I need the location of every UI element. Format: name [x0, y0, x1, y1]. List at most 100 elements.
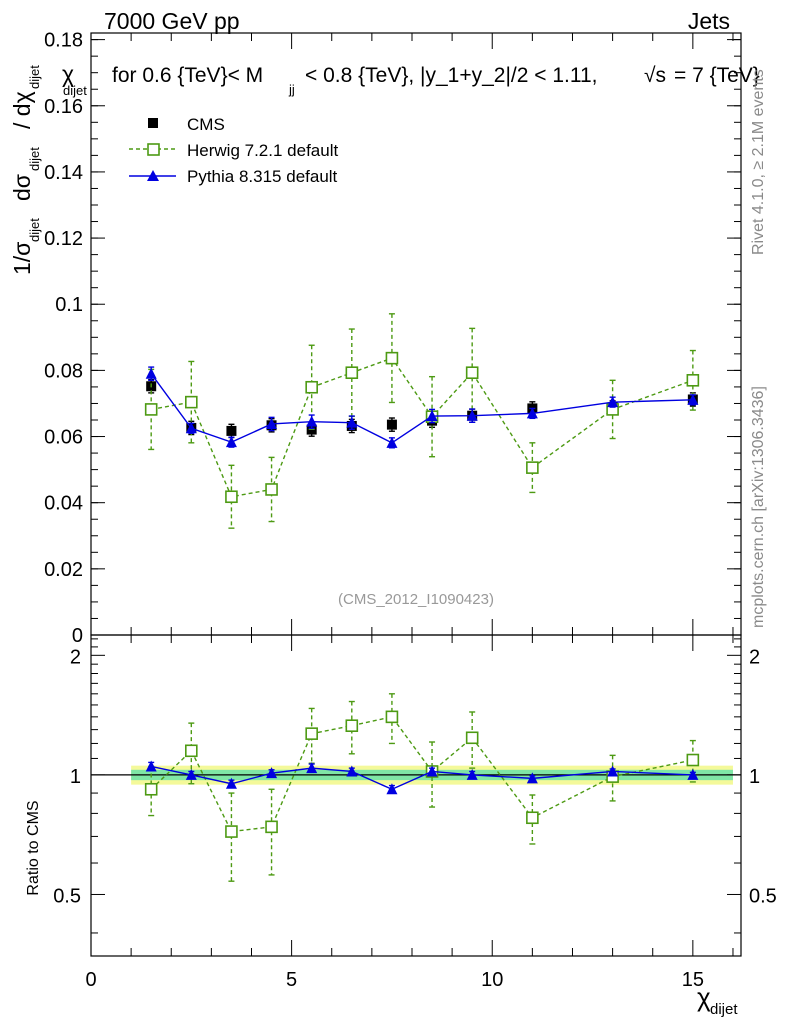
- main-pythia-point: [306, 415, 318, 427]
- energy-label: 7000 GeV pp: [104, 8, 240, 34]
- ratio-ytick-label-right: 1: [749, 766, 760, 788]
- legend-herwig-label: Herwig 7.2.1 default: [187, 141, 338, 160]
- ylabel-sub2: dijet: [27, 147, 42, 171]
- ylabel-sub3: dijet: [27, 65, 42, 89]
- main-pythia-point: [346, 416, 358, 428]
- ratio-pythia-point: [225, 777, 237, 789]
- ratio-pythia-point: [607, 765, 619, 777]
- ratio-pythia-point: [687, 768, 699, 780]
- plot-title: χ dijet for 0.6 {TeV}< M jj < 0.8 {TeV},…: [62, 61, 760, 98]
- main-herwig-point: [225, 490, 238, 504]
- main-ytick-label: 0.04: [44, 493, 83, 515]
- ratio-herwig-point: [686, 753, 700, 767]
- legend-cms-marker: [148, 118, 158, 128]
- legend: CMS Herwig 7.2.1 default Pythia 8.315 de…: [129, 115, 338, 186]
- ratio-panel: 0 5 10 15 0.5 0.5 1 1 2 2: [53, 634, 777, 991]
- ylabel-part1: 1/σ: [9, 242, 35, 275]
- main-pythia-point: [426, 410, 438, 422]
- xtick-label: 5: [286, 969, 297, 991]
- ratio-herwig-line: [150, 716, 693, 833]
- main-pythia-point: [225, 436, 237, 448]
- ratio-ytick-label-right: 2: [749, 646, 760, 668]
- ratio-pythia-point: [185, 768, 197, 780]
- legend-cms-label: CMS: [187, 115, 225, 134]
- main-pythia-point: [607, 396, 619, 408]
- xtick-label: 10: [481, 969, 503, 991]
- ratio-herwig-point: [225, 825, 238, 838]
- main-herwig-point: [305, 380, 318, 394]
- main-ytick-label: 0: [72, 625, 83, 647]
- ratio-herwig-point: [465, 731, 479, 745]
- xtick-label: 15: [682, 969, 704, 991]
- ratio-pythia-point: [346, 765, 358, 777]
- main-herwig-point: [686, 374, 700, 387]
- ratio-herwig-point: [305, 727, 318, 740]
- title-m-sub: jj: [288, 82, 295, 97]
- ratio-herwig-point: [144, 782, 158, 796]
- category-label: Jets: [688, 8, 730, 34]
- ylabel-part3: / dχ: [9, 91, 35, 129]
- ratio-ytick-label: 0.5: [53, 885, 81, 907]
- legend-pythia-marker: [147, 170, 159, 181]
- main-ytick-label: 0.18: [44, 30, 83, 52]
- main-y-label: 1/σ dijet dσ dijet / dχ dijet: [9, 65, 42, 275]
- x-label: χ: [697, 982, 711, 1012]
- ratio-pythia-point: [266, 767, 278, 779]
- main-ytick-label: 0.06: [44, 427, 83, 449]
- main-ytick-label: 0.16: [44, 96, 83, 118]
- main-herwig-point: [465, 366, 479, 380]
- ratio-pythia-point: [386, 783, 398, 795]
- main-panel: 0 0.02 0.04 0.06 0.08 0.1 0.12 0.14 0.16 0.18: [44, 30, 742, 647]
- main-herwig-point: [185, 395, 198, 409]
- ratio-herwig-point: [345, 719, 359, 732]
- ratio-herwig-point: [185, 744, 198, 758]
- ratio-frame: [90, 634, 742, 957]
- ratio-pythia-point: [526, 772, 538, 784]
- ratio-herwig-point: [385, 710, 399, 724]
- main-pythia-line: [150, 373, 693, 444]
- title-chi: χ: [62, 61, 74, 87]
- main-cms-point: [386, 419, 397, 430]
- main-ytick-label: 0.12: [44, 228, 83, 250]
- main-ytick-label: 0.02: [44, 559, 83, 581]
- main-pythia-point: [526, 407, 538, 419]
- xtick-label: 0: [85, 969, 96, 991]
- main-ytick-label: 0.1: [55, 294, 83, 316]
- ratio-pythia-point: [306, 762, 318, 774]
- ratio-herwig-point: [526, 811, 539, 825]
- main-herwig-line: [151, 357, 694, 498]
- ratio-pythia-point: [145, 760, 157, 772]
- ratio-y-label: Ratio to CMS: [25, 800, 42, 895]
- ratio-pythia-line: [151, 765, 693, 791]
- mcplots-label: mcplots.cern.ch [arXiv:1306.3436]: [750, 386, 767, 628]
- title-text3: = 7 {TeV}: [674, 64, 760, 87]
- title-text2: < 0.8 {TeV}, |y_1+y_2|/2 < 1.11,: [305, 64, 598, 87]
- ratio-herwig-point: [265, 820, 278, 834]
- main-herwig-point: [345, 366, 359, 380]
- analysis-watermark: (CMS_2012_I1090423): [338, 591, 494, 608]
- main-cms-point: [226, 425, 237, 436]
- main-pythia-point: [266, 417, 278, 429]
- main-herwig-point: [385, 351, 399, 365]
- title-sqrt: √s: [644, 64, 666, 87]
- main-herwig-point: [526, 461, 539, 474]
- ylabel-part2: dσ: [9, 174, 35, 201]
- rivet-label: Rivet 4.1.0, ≥ 2.1M events: [750, 69, 767, 255]
- ratio-ytick-label-right: 0.5: [749, 885, 777, 907]
- legend-pythia-label: Pythia 8.315 default: [187, 167, 338, 186]
- ylabel-sub1: dijet: [27, 218, 42, 242]
- title-chi-sub: dijet: [63, 83, 87, 98]
- main-herwig-point: [265, 483, 278, 496]
- title-text1: for 0.6 {TeV}< M: [112, 64, 263, 87]
- main-pythia-point: [386, 436, 398, 448]
- ratio-ytick-label: 2: [70, 646, 81, 668]
- legend-herwig-marker: [147, 143, 160, 156]
- ratio-ytick-label: 1: [70, 766, 81, 788]
- x-label-sub: dijet: [710, 1001, 738, 1018]
- main-pythia-point: [185, 422, 197, 434]
- main-ytick-label: 0.14: [44, 162, 83, 184]
- main-pythia-point: [145, 367, 157, 379]
- main-ytick-label: 0.08: [44, 360, 83, 382]
- main-pythia-point: [466, 409, 478, 421]
